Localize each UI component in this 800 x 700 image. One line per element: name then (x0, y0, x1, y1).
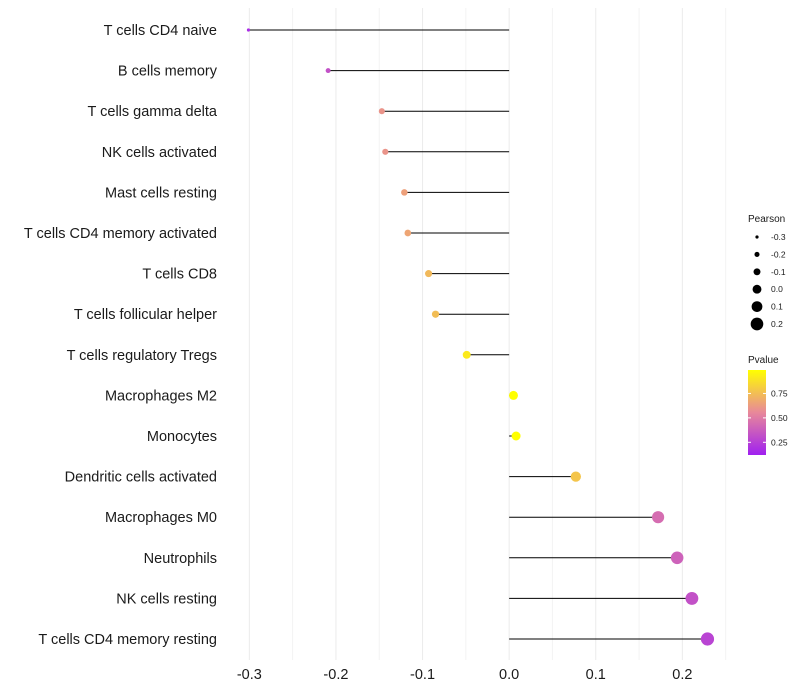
size-legend-label: -0.3 (771, 232, 786, 242)
lollipop-dot (685, 591, 699, 605)
size-legend-label: -0.2 (771, 249, 786, 259)
lollipop-dot (401, 189, 408, 196)
y-axis-label: NK cells resting (116, 591, 217, 607)
y-axis-label: T cells CD8 (142, 267, 217, 283)
x-tick-label: -0.3 (237, 667, 262, 683)
color-legend-bar (748, 370, 766, 455)
y-axis-label: NK cells activated (102, 145, 217, 161)
lollipop-dot (378, 108, 385, 115)
y-axis-label: T cells follicular helper (74, 307, 217, 323)
x-tick-label: 0.2 (672, 667, 692, 683)
size-legend-label: -0.1 (771, 267, 786, 277)
size-legend-label: 0.2 (771, 319, 783, 329)
size-legend-label: 0.1 (771, 302, 783, 312)
size-legend-label: 0.0 (771, 284, 783, 294)
lollipop-dot (511, 431, 521, 441)
y-axis-label: Neutrophils (144, 551, 217, 567)
lollipop-dot (246, 28, 251, 32)
x-tick-label: -0.2 (323, 667, 348, 683)
y-axis-label: T cells gamma delta (88, 104, 218, 120)
color-legend-label: 0.75 (771, 388, 788, 398)
size-legend-dot (754, 251, 760, 257)
pearson-size-legend: Pearson -0.3 -0.2 -0.1 0.0 0.1 0.2 (748, 214, 786, 331)
color-legend-title: Pvalue (748, 355, 779, 366)
x-tick-label: -0.1 (410, 667, 435, 683)
y-axis-label: Mast cells resting (105, 185, 217, 201)
color-legend-label: 0.25 (771, 437, 788, 447)
lollipop-dot (382, 148, 389, 155)
y-axis-label: T cells CD4 memory activated (24, 226, 217, 242)
lollipop-dot (570, 471, 581, 482)
y-axis-label: T cells CD4 naive (104, 23, 217, 39)
size-legend-dot (752, 284, 762, 294)
size-legend-dot (753, 268, 761, 276)
x-tick-label: 0.0 (499, 667, 519, 683)
lollipop-dot (462, 350, 471, 359)
y-axis-label: Macrophages M0 (105, 510, 217, 526)
lollipop-dot (425, 270, 433, 278)
lollipop-dot (509, 390, 518, 400)
y-axis-label: Monocytes (147, 429, 217, 445)
size-legend-title: Pearson (748, 214, 785, 225)
lollipop-dot (700, 632, 715, 646)
lollipop-dot (670, 551, 684, 565)
x-axis-tick-labels: -0.3 -0.2 -0.1 0.0 0.1 0.2 (237, 667, 693, 683)
y-axis-label: B cells memory (118, 64, 218, 80)
lollipop-points (246, 28, 715, 646)
y-axis-labels: T cells CD4 naive B cells memory T cells g… (24, 23, 218, 648)
lollipop-dot (404, 229, 412, 237)
y-axis-label: T cells CD4 memory resting (38, 632, 217, 648)
color-legend-label: 0.50 (771, 413, 788, 423)
y-axis-label: Dendritic cells activated (65, 470, 217, 486)
size-legend-dot (755, 235, 759, 239)
size-legend-dot (750, 317, 764, 331)
lollipop-dot (325, 68, 331, 74)
y-axis-label: T cells regulatory Tregs (67, 348, 217, 364)
x-tick-label: 0.1 (586, 667, 606, 683)
grid-lines (248, 8, 727, 660)
lollipop-dot (431, 310, 440, 318)
pvalue-color-legend: Pvalue 0.75 0.50 0.25 (748, 355, 788, 455)
size-legend-dot (751, 301, 763, 312)
y-axis-label: Macrophages M2 (105, 388, 217, 404)
lollipop-dot (652, 511, 665, 524)
